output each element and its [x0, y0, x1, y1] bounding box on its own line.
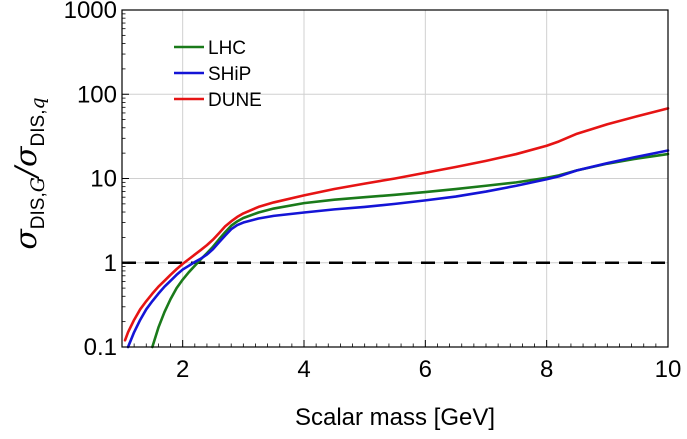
- legend-label-ship: SHiP: [208, 64, 251, 85]
- y-tick-label-2: 10: [90, 166, 117, 193]
- y-axis: 0.1 1 10 100 1000: [64, 0, 129, 361]
- y-axis-title-sub2: DIS,: [28, 110, 49, 147]
- y-axis-title-sub1: DIS,: [28, 192, 49, 229]
- y-tick-label-3: 100: [77, 81, 117, 108]
- y-tick-label-1: 1: [104, 250, 117, 277]
- x-axis: 2 4 6 8 10: [133, 340, 682, 383]
- y-axis-title-sub1-italic: G: [27, 177, 49, 192]
- y-axis-title-symbol-2: σ: [9, 145, 44, 167]
- x-axis-title: Scalar mass [GeV]: [295, 404, 495, 431]
- y-axis-title: σDIS,G/σDIS,q: [9, 97, 49, 249]
- legend-label-dune: DUNE: [208, 90, 262, 111]
- y-axis-title-sub2-italic: q: [27, 97, 49, 109]
- series-layer: [123, 107, 670, 349]
- series-line-lhc: [151, 152, 670, 349]
- series-line-dune: [123, 107, 670, 342]
- legend: LHC SHiP DUNE: [174, 38, 262, 111]
- legend-label-lhc: LHC: [208, 38, 246, 59]
- y-tick-label-0: 0.1: [84, 334, 117, 361]
- y-axis-title-symbol: σ: [9, 228, 44, 250]
- series-line-ship: [126, 149, 670, 349]
- x-tick-label-2: 6: [419, 356, 432, 383]
- y-tick-label-4: 1000: [64, 0, 117, 24]
- x-tick-label-1: 4: [297, 356, 310, 383]
- x-tick-label-0: 2: [176, 356, 189, 383]
- y-axis-title-separator: /: [9, 164, 44, 180]
- x-tick-label-4: 10: [655, 356, 682, 383]
- x-tick-label-3: 8: [540, 356, 553, 383]
